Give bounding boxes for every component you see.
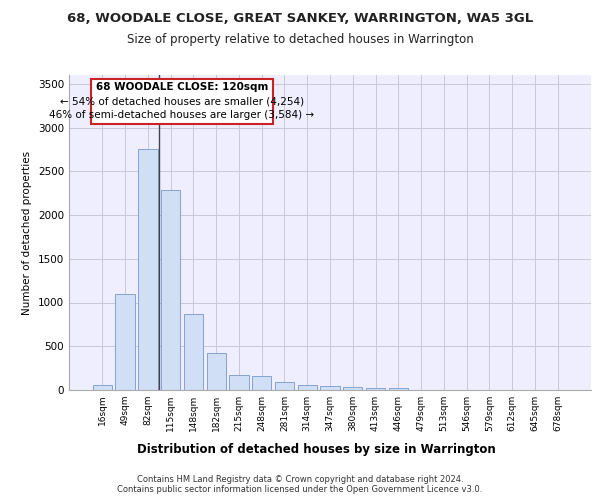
Y-axis label: Number of detached properties: Number of detached properties	[22, 150, 32, 314]
Text: 68 WOODALE CLOSE: 120sqm: 68 WOODALE CLOSE: 120sqm	[96, 82, 268, 92]
Bar	[115, 294, 135, 390]
Text: Distribution of detached houses by size in Warrington: Distribution of detached houses by size …	[137, 442, 496, 456]
Bar	[206, 353, 226, 390]
Bar	[252, 376, 271, 390]
Bar	[184, 314, 203, 390]
Text: 68, WOODALE CLOSE, GREAT SANKEY, WARRINGTON, WA5 3GL: 68, WOODALE CLOSE, GREAT SANKEY, WARRING…	[67, 12, 533, 26]
Bar	[320, 386, 340, 390]
Bar	[91, 78, 272, 124]
Text: Size of property relative to detached houses in Warrington: Size of property relative to detached ho…	[127, 32, 473, 46]
Bar	[389, 388, 408, 390]
Bar	[275, 382, 294, 390]
Bar	[229, 375, 248, 390]
Bar	[366, 388, 385, 390]
Bar	[298, 385, 317, 390]
Bar	[343, 388, 362, 390]
Text: Contains public sector information licensed under the Open Government Licence v3: Contains public sector information licen…	[118, 485, 482, 494]
Text: 46% of semi-detached houses are larger (3,584) →: 46% of semi-detached houses are larger (…	[49, 110, 314, 120]
Bar	[138, 150, 158, 390]
Bar	[93, 386, 112, 390]
Text: ← 54% of detached houses are smaller (4,254): ← 54% of detached houses are smaller (4,…	[60, 96, 304, 106]
Text: Contains HM Land Registry data © Crown copyright and database right 2024.: Contains HM Land Registry data © Crown c…	[137, 475, 463, 484]
Bar	[161, 190, 181, 390]
